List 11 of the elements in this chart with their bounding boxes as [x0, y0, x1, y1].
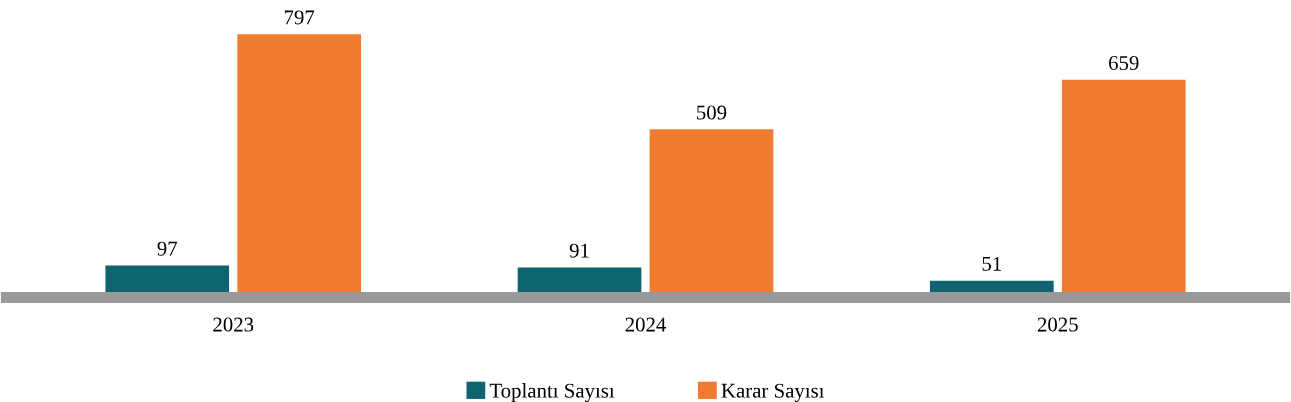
x-tick-label: 2025 [1037, 317, 1078, 332]
legend-label: Karar Sayısı [721, 383, 825, 402]
x-tick-label: 2024 [625, 317, 667, 332]
data-label: 509 [697, 105, 727, 120]
data-label: 659 [1109, 56, 1139, 71]
data-label: 51 [982, 256, 1001, 271]
x-tick-label: 2023 [213, 317, 254, 332]
data-label: 97 [157, 241, 178, 256]
legend-label: Toplantı Sayısı [489, 383, 615, 402]
data-label: 91 [569, 243, 589, 258]
data-label: 797 [284, 10, 315, 25]
